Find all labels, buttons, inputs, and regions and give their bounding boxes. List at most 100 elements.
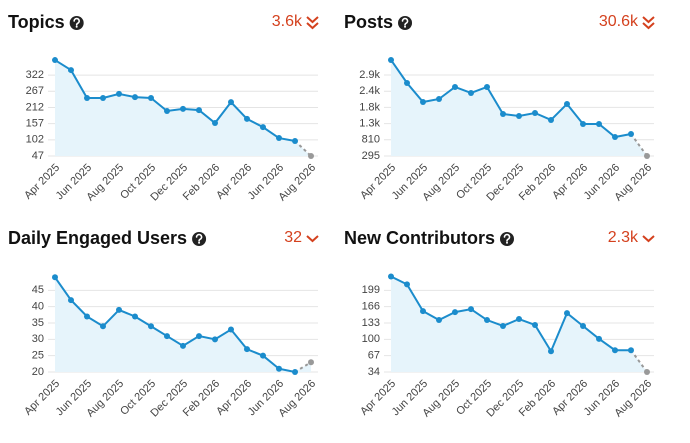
area: [55, 277, 311, 372]
y-tick-label: 40: [32, 301, 44, 313]
point: [52, 57, 58, 64]
point: [196, 333, 202, 340]
y-tick-label: 810: [362, 134, 380, 146]
point: [388, 273, 394, 280]
trend-value: 3.6k: [272, 13, 303, 30]
help-icon: [500, 232, 514, 246]
point: [164, 107, 170, 114]
trend-value: 30.6k: [599, 13, 639, 30]
y-tick-label: 2.4k: [359, 85, 380, 97]
point: [116, 90, 122, 97]
trend-chevron: [642, 235, 655, 243]
y-tick-label: 322: [26, 69, 44, 81]
help-icon-glyph: [195, 233, 203, 242]
point: [644, 153, 650, 159]
y-tick-label: 102: [26, 134, 44, 146]
line-partial: [630, 349, 648, 373]
y-tick-label: 1.8k: [359, 101, 380, 113]
chart-panel: New Contributors 2.3k3467100133166199Apr …: [344, 228, 655, 419]
point: [452, 309, 458, 316]
help-icon: [69, 16, 84, 30]
point: [84, 95, 90, 102]
trend-value: 32: [284, 229, 302, 246]
y-tick-label: 35: [32, 317, 44, 329]
y-tick-label: 20: [32, 366, 44, 378]
y-tick-label: 2.9k: [359, 69, 380, 81]
y-tick-label: 100: [362, 333, 380, 345]
point: [260, 124, 266, 131]
area: [55, 60, 311, 156]
y-tick-label: 212: [26, 101, 44, 113]
point: [436, 317, 442, 324]
point: [276, 135, 282, 142]
line: [54, 276, 296, 373]
line: [390, 275, 631, 354]
point: [52, 274, 58, 281]
point: [564, 100, 570, 107]
point: [628, 347, 634, 354]
y-tick-label: 34: [368, 366, 380, 378]
point: [292, 137, 298, 144]
point: [244, 346, 250, 353]
point: [84, 313, 90, 320]
point: [308, 153, 314, 159]
y-tick-label: 199: [362, 284, 380, 296]
y-tick-label: 30: [32, 333, 44, 345]
point: [580, 120, 586, 127]
point: [228, 326, 234, 333]
point: [388, 56, 394, 63]
point: [100, 323, 106, 330]
point: [516, 112, 522, 119]
point: [164, 333, 170, 340]
trend-chevron: [306, 235, 319, 243]
help-icon: [398, 16, 413, 30]
y-tick-label: 157: [26, 118, 44, 130]
point: [548, 116, 554, 123]
point: [148, 95, 154, 102]
help-icon-dot: [198, 241, 201, 244]
point: [68, 297, 74, 304]
point: [516, 316, 522, 323]
trend-chevron: [306, 22, 319, 30]
y-tick-label: 1.3k: [359, 118, 380, 130]
point: [612, 133, 618, 140]
area: [391, 59, 647, 156]
help-icon-dot: [75, 25, 78, 28]
help-icon-glyph: [503, 233, 511, 242]
point: [276, 365, 282, 372]
point: [132, 94, 138, 101]
point: [484, 83, 490, 90]
point: [228, 99, 234, 106]
point: [404, 281, 410, 288]
y-tick-label: 67: [368, 350, 380, 362]
point: [564, 310, 570, 317]
line: [54, 59, 296, 142]
trend-value: 2.3k: [608, 229, 639, 246]
point: [644, 369, 650, 375]
line: [390, 59, 632, 139]
line-partial: [294, 140, 312, 157]
y-tick-label: 295: [362, 150, 380, 162]
point: [132, 313, 138, 320]
point: [100, 95, 106, 102]
point: [436, 95, 442, 102]
help-icon-glyph: [73, 17, 80, 26]
point: [596, 335, 602, 342]
point: [532, 321, 538, 328]
point: [548, 348, 554, 355]
point: [244, 115, 250, 122]
point: [468, 89, 474, 96]
point: [580, 322, 586, 329]
point: [612, 347, 618, 354]
y-tick-label: 166: [362, 301, 380, 313]
point: [452, 83, 458, 90]
point: [596, 120, 602, 127]
help-icon-dot: [506, 241, 508, 244]
point: [468, 306, 474, 313]
y-tick-label: 47: [32, 150, 44, 162]
point: [484, 317, 490, 324]
point: [212, 120, 218, 127]
